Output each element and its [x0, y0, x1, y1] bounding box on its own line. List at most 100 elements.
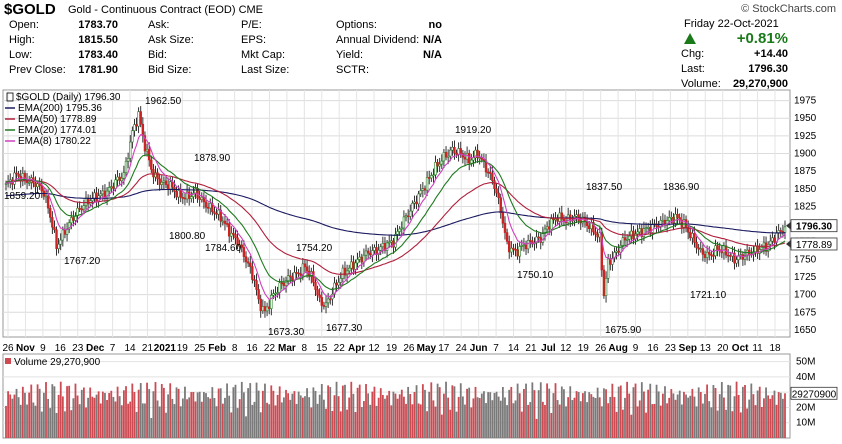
volume-bar — [504, 397, 506, 438]
volume-bar — [331, 410, 334, 438]
date-tick-label: 20 — [717, 343, 729, 354]
candle-body — [44, 195, 48, 198]
candle-body — [253, 279, 256, 281]
volume-bar — [85, 407, 87, 438]
candle-body — [329, 298, 332, 301]
volume-bar — [255, 382, 258, 438]
volume-bar — [295, 403, 298, 438]
date-tick-label: 7 — [110, 343, 116, 354]
volume-last-label: 29270900 — [792, 389, 837, 400]
volume-bar — [407, 386, 410, 438]
volume-bar — [548, 388, 551, 438]
candle-body — [238, 244, 241, 247]
candle-body — [259, 298, 262, 312]
volume-bar — [99, 403, 102, 438]
candle-body — [337, 282, 340, 286]
volume-bar — [352, 393, 355, 438]
price-annotation: 1800.80 — [169, 231, 206, 242]
candle-body — [676, 213, 679, 218]
candle-body — [181, 197, 185, 199]
volume-bar — [299, 395, 302, 438]
volume-bar — [318, 394, 321, 438]
volume-bar — [640, 382, 643, 438]
quote-label: Volume: — [681, 78, 721, 90]
volume-bar — [42, 392, 45, 438]
volume-bar — [285, 389, 287, 438]
volume-bar — [261, 390, 264, 438]
candle-body — [190, 196, 193, 199]
stockcharts-credit[interactable]: © StockCharts.com — [741, 3, 836, 15]
candle-body — [649, 226, 652, 233]
volume-bar — [97, 391, 100, 438]
candle-body — [221, 220, 225, 223]
candle-body — [764, 242, 768, 252]
candle-body — [415, 201, 418, 205]
volume-bar — [61, 396, 64, 438]
date-tick-label: 8 — [232, 343, 238, 354]
volume-bar — [636, 406, 639, 438]
candle-body — [459, 148, 462, 154]
price-tick-label: 1675 — [794, 307, 817, 318]
volume-bar — [394, 393, 397, 438]
volume-bar — [554, 383, 557, 438]
volume-bar — [605, 389, 607, 438]
volume-bar — [567, 397, 570, 438]
volume-bar — [689, 395, 692, 438]
volume-bar — [626, 381, 628, 438]
candle-body — [507, 240, 511, 253]
volume-bar — [386, 395, 388, 438]
volume-bar — [687, 397, 690, 438]
volume-bar — [64, 411, 66, 438]
volume-bar — [55, 412, 58, 438]
volume-bar — [603, 388, 605, 438]
candle-body — [76, 207, 79, 217]
candle-body — [421, 188, 425, 191]
candle-body — [324, 302, 328, 307]
volume-bar — [272, 390, 275, 438]
volume-bar — [613, 397, 616, 438]
candle-body — [360, 256, 364, 263]
volume-bar — [659, 405, 662, 438]
volume-bar — [293, 391, 296, 438]
volume-bar — [57, 394, 60, 438]
candle-body — [779, 230, 782, 232]
volume-bar — [289, 399, 292, 438]
date-tick-label: 12 — [560, 343, 572, 354]
candle-body — [695, 242, 698, 249]
last-value-pointer — [786, 221, 791, 230]
volume-bar — [45, 382, 47, 438]
quote-value: 1796.30 — [748, 63, 788, 75]
candle-body — [38, 183, 41, 186]
quote-value: 1783.70 — [78, 19, 118, 31]
volume-bar — [7, 391, 10, 438]
candle-body — [449, 149, 452, 157]
volume-bar — [748, 399, 751, 438]
candle-body — [299, 273, 302, 276]
quote-label: Chg: — [681, 48, 705, 60]
price-tick-label: 1850 — [794, 184, 817, 195]
candle-body — [34, 182, 37, 188]
candle-body — [72, 217, 75, 221]
volume-bar — [93, 397, 96, 438]
volume-bar — [565, 406, 567, 438]
date-tick-label: 8 — [302, 343, 308, 354]
volume-bar — [80, 389, 83, 438]
date-tick-label: Mar — [278, 343, 296, 354]
volume-bar — [459, 383, 462, 438]
candle-body — [423, 188, 427, 191]
candle-body — [592, 222, 595, 233]
volume-bar — [539, 382, 542, 438]
volume-bar — [501, 387, 504, 438]
volume-bar — [396, 398, 399, 438]
volume-bar — [384, 398, 386, 438]
volume-bar — [447, 397, 450, 438]
price-tick-label: 1950 — [794, 113, 817, 124]
candle-body — [160, 182, 163, 185]
candle-body — [301, 263, 305, 276]
date-tick-label: Nov — [16, 343, 35, 354]
volume-bar — [466, 388, 468, 438]
candle-body — [535, 236, 538, 244]
candle-body — [518, 246, 521, 257]
candle-body — [489, 171, 492, 174]
candle-body — [655, 223, 658, 227]
